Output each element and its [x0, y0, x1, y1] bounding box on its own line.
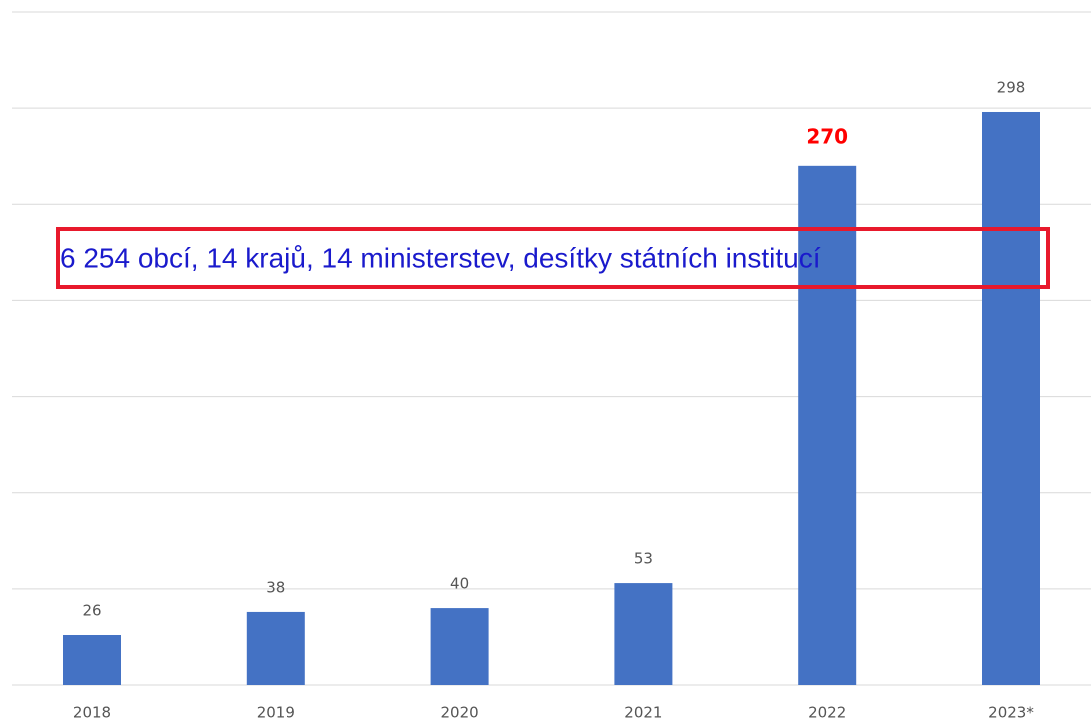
bar	[63, 635, 121, 685]
value-label: 270	[806, 124, 848, 148]
x-tick-label: 2021	[624, 704, 662, 721]
x-tick-label: 2019	[257, 704, 295, 721]
value-label: 38	[266, 578, 285, 596]
bar	[430, 608, 489, 685]
value-label: 26	[82, 602, 101, 620]
x-tick-label: 2020	[441, 704, 479, 721]
bar	[246, 611, 305, 685]
annotation-text: 6 254 obcí, 14 krajů, 14 ministerstev, d…	[60, 242, 821, 273]
value-label: 298	[997, 78, 1026, 96]
annotation-box	[56, 227, 1050, 289]
x-tick-label: 2023*	[988, 704, 1034, 721]
x-tick-label: 2018	[73, 704, 111, 721]
value-label: 53	[634, 550, 653, 568]
value-label: 40	[450, 575, 469, 593]
x-tick-label: 2022	[808, 704, 846, 721]
bar	[614, 583, 673, 685]
bar	[798, 165, 857, 686]
bar	[982, 111, 1040, 685]
